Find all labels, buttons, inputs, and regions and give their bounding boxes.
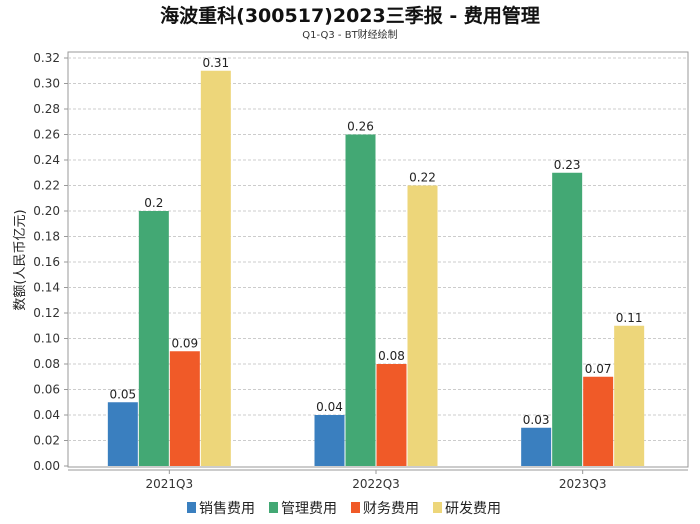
y-tick-label: 0.24	[33, 153, 60, 167]
y-tick-label: 0.12	[33, 306, 60, 320]
data-label: 0.07	[585, 362, 612, 376]
data-label: 0.03	[523, 413, 550, 427]
y-tick-label: 0.30	[33, 77, 60, 91]
bar-2021Q3-研发费用	[200, 70, 231, 466]
legend-label: 管理费用	[281, 501, 337, 517]
legend-swatch	[269, 502, 278, 513]
bar-2021Q3-财务费用	[169, 351, 200, 466]
y-tick-label: 0.08	[33, 357, 60, 371]
y-tick-label: 0.18	[33, 230, 60, 244]
y-tick-label: 0.22	[33, 179, 60, 193]
y-tick-label: 0.32	[33, 51, 60, 65]
data-label: 0.31	[202, 56, 229, 70]
y-tick-label: 0.00	[33, 459, 60, 473]
x-tick-label: 2021Q3	[146, 477, 194, 491]
bar-2021Q3-销售费用	[107, 402, 138, 466]
y-axis-label: 数额(人民币亿元)	[13, 209, 28, 310]
bar-2023Q3-销售费用	[521, 427, 552, 466]
data-label: 0.05	[109, 387, 136, 401]
legend-label: 销售费用	[199, 501, 255, 517]
y-tick-label: 0.16	[33, 255, 60, 269]
chart-title: 海波重科(300517)2023三季报 - 费用管理	[160, 4, 540, 27]
y-tick-label: 0.06	[33, 383, 60, 397]
data-label: 0.11	[616, 311, 643, 325]
data-label: 0.22	[409, 171, 436, 185]
data-label: 0.2	[144, 196, 163, 210]
bar-2023Q3-管理费用	[552, 172, 583, 466]
y-tick-label: 0.28	[33, 102, 60, 116]
x-tick-label: 2022Q3	[352, 477, 400, 491]
y-tick-label: 0.14	[33, 281, 60, 295]
legend-label: 研发费用	[445, 501, 501, 517]
data-label: 0.23	[554, 158, 581, 172]
bar-2022Q3-研发费用	[407, 185, 438, 466]
data-label: 0.08	[378, 349, 405, 363]
data-label: 0.09	[171, 336, 198, 350]
legend-swatch	[433, 502, 442, 513]
bar-2023Q3-研发费用	[614, 325, 645, 466]
bar-2022Q3-财务费用	[376, 364, 407, 466]
legend-label: 财务费用	[363, 501, 419, 517]
data-label: 0.04	[316, 400, 343, 414]
y-tick-label: 0.20	[33, 204, 60, 218]
bar-2022Q3-销售费用	[314, 415, 345, 466]
y-tick-label: 0.10	[33, 332, 60, 346]
chart-subtitle: Q1-Q3 - BT财经绘制	[302, 28, 397, 41]
bar-2023Q3-财务费用	[583, 376, 614, 466]
y-tick-label: 0.26	[33, 128, 60, 142]
y-tick-label: 0.04	[33, 408, 60, 422]
legend-swatch	[351, 502, 360, 513]
data-label: 0.26	[347, 120, 374, 134]
x-tick-label: 2023Q3	[559, 477, 607, 491]
legend-swatch	[187, 502, 196, 513]
bar-2022Q3-管理费用	[345, 134, 376, 466]
y-tick-label: 0.02	[33, 434, 60, 448]
bar-2021Q3-管理费用	[138, 211, 169, 466]
